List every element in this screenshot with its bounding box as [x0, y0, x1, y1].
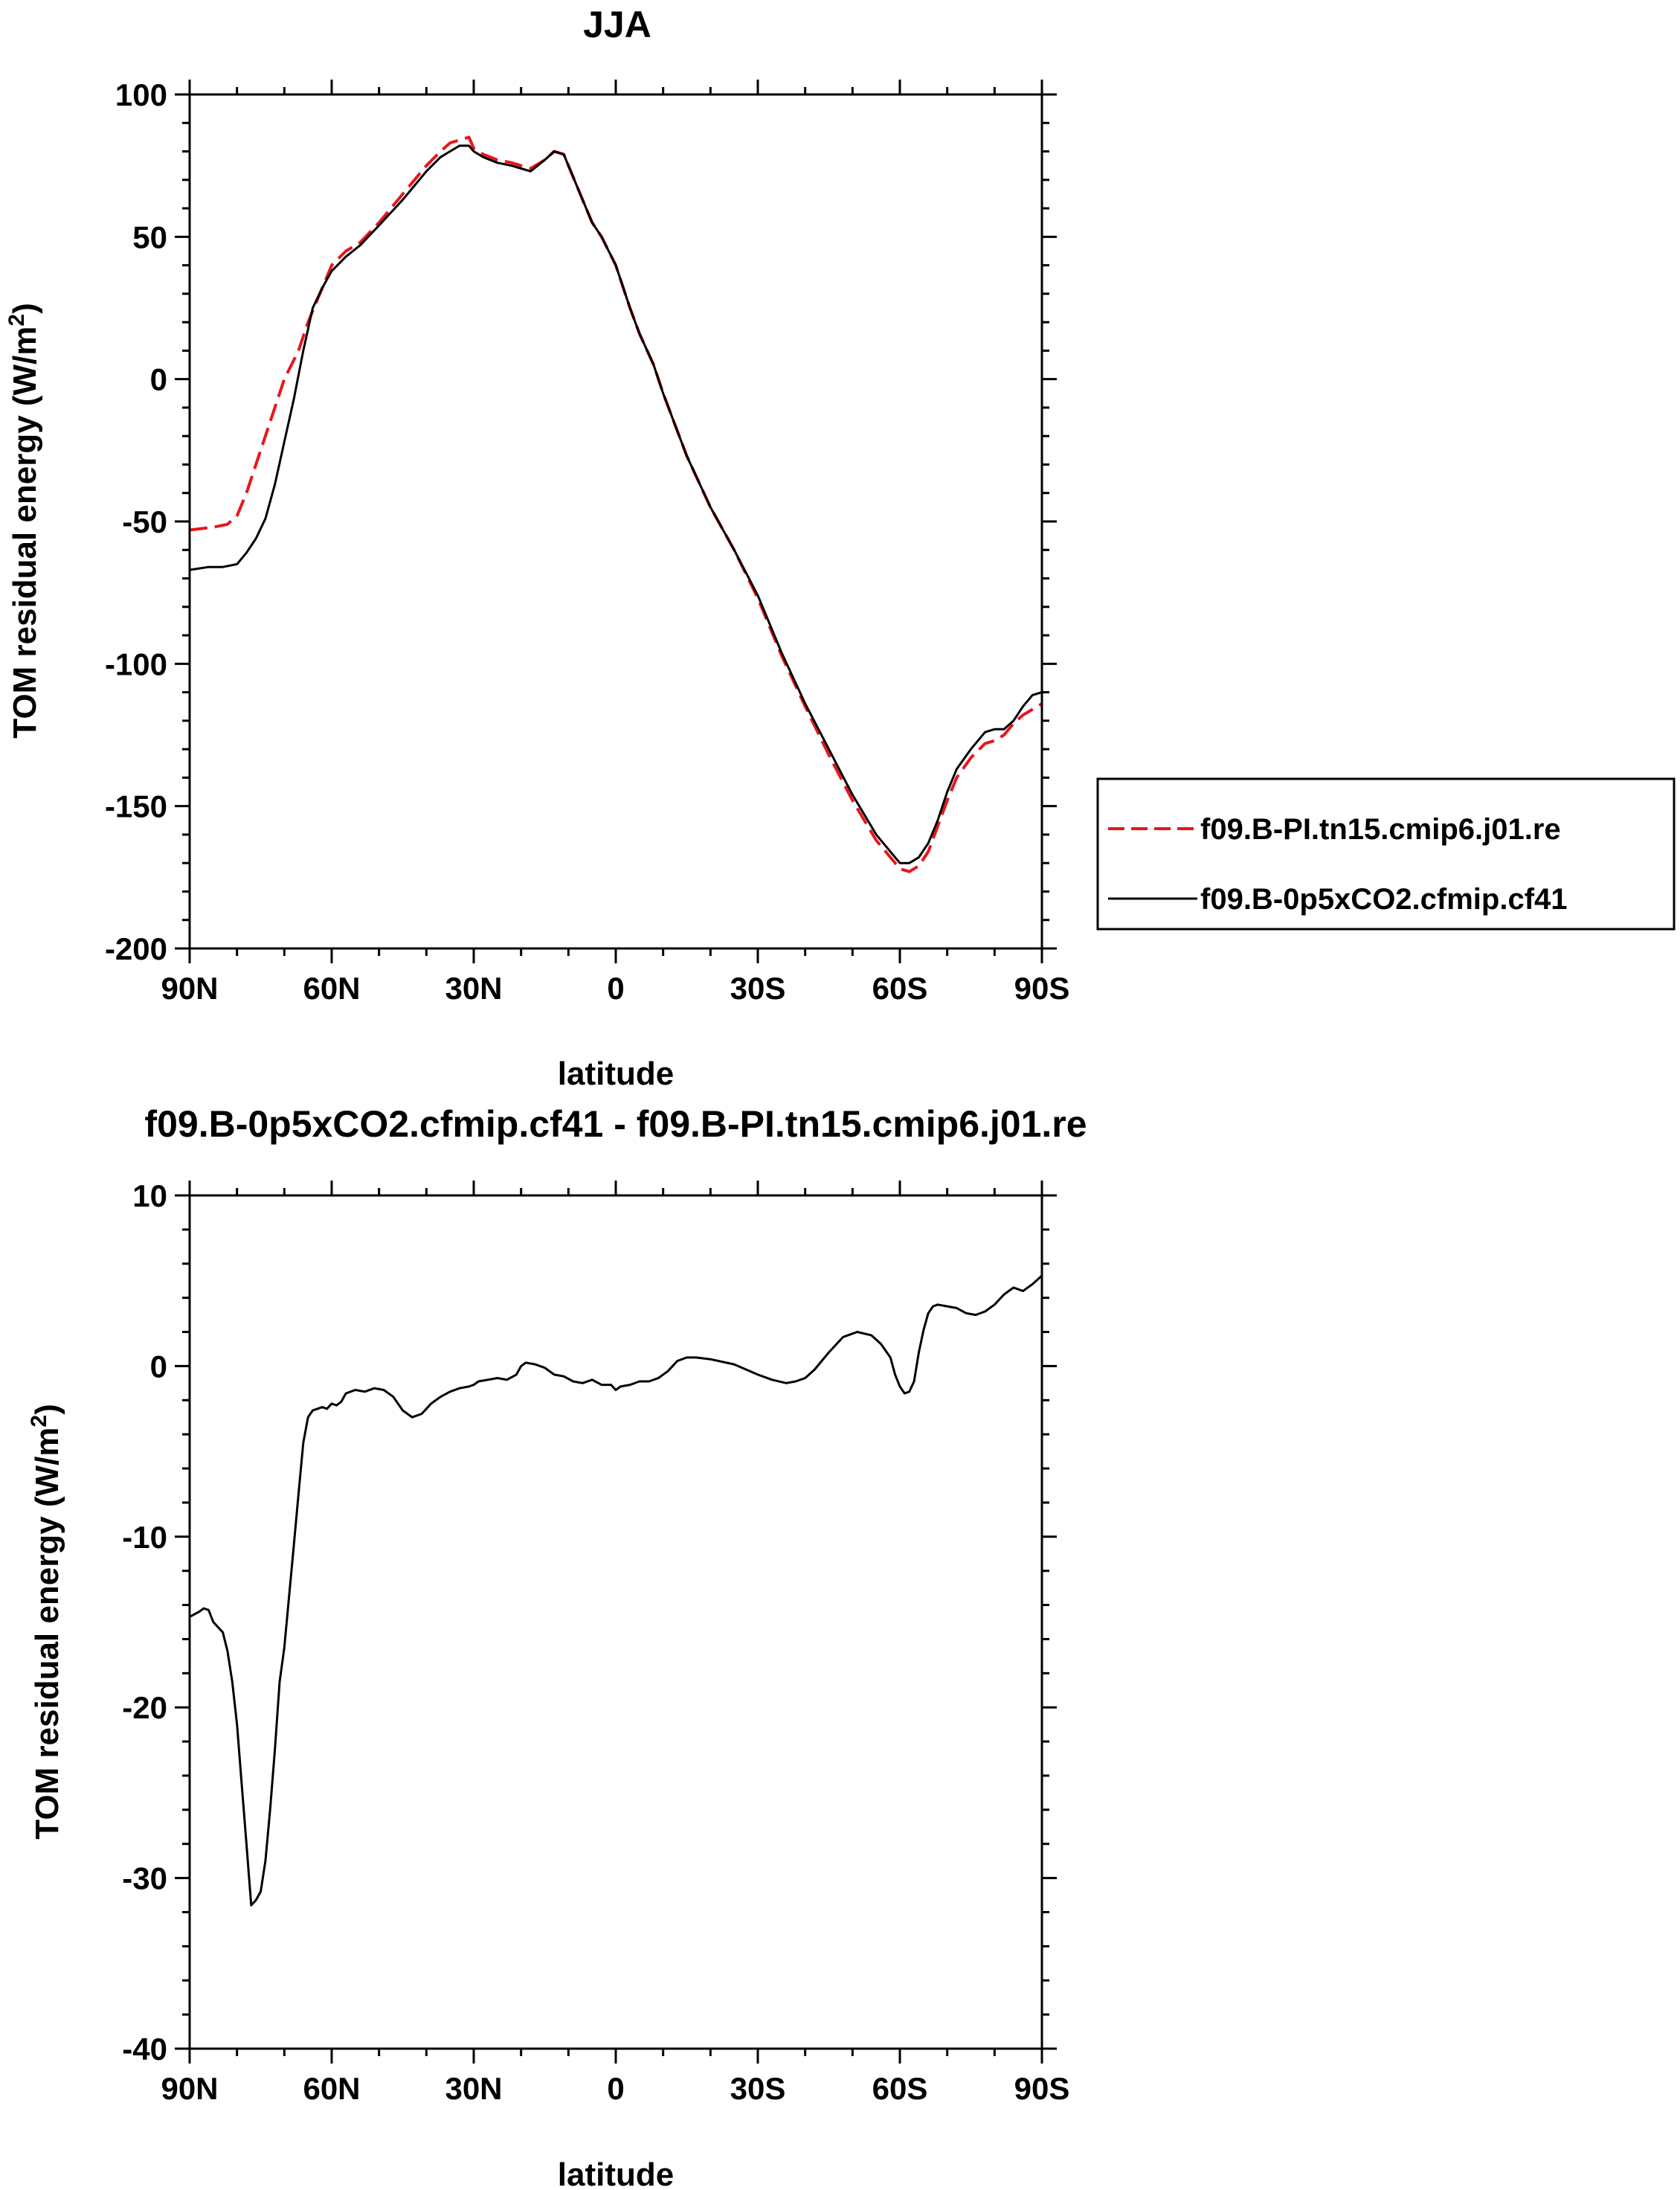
- bottom-plot-frame: [188, 1194, 1043, 2050]
- top-y-axis-label-sup: 2: [4, 314, 29, 327]
- bottom-axis-ticks: [175, 1181, 1057, 2064]
- x-tick-label: 30S: [730, 2071, 786, 2106]
- x-tick-label: 90N: [161, 2071, 218, 2106]
- y-tick-label: -10: [122, 1520, 167, 1555]
- y-tick-label: -50: [122, 504, 167, 539]
- bottom-x-tick-labels: 90N 60N 30N 0 30S 60S 90S: [161, 2071, 1069, 2106]
- bottom-chart-title: f09.B-0p5xCO2.cfmip.cf41 - f09.B-PI.tn15…: [144, 1103, 1087, 1145]
- bottom-y-axis-label-main: TOM residual energy (W/m: [29, 1428, 65, 1840]
- x-tick-label: 60S: [872, 971, 928, 1006]
- x-tick-label: 60N: [303, 971, 360, 1006]
- x-tick-label: 0: [607, 2071, 624, 2106]
- x-tick-label: 90N: [161, 971, 218, 1006]
- y-tick-label: 0: [150, 362, 167, 397]
- top-y-axis-label: TOM residual energy (W/m2): [4, 303, 44, 739]
- top-x-axis-label: latitude: [558, 1056, 674, 1092]
- x-tick-label: 0: [607, 971, 624, 1006]
- top-chart-title: JJA: [583, 4, 651, 45]
- y-tick-label: -40: [122, 2032, 167, 2067]
- legend-label-co2: f09.B-0p5xCO2.cfmip.cf41: [1200, 883, 1568, 916]
- bottom-y-axis-label-sup: 2: [27, 1415, 51, 1428]
- bottom-y-axis-label-close: ): [29, 1404, 65, 1415]
- top-plot-frame: [188, 93, 1043, 950]
- top-x-tick-labels: 90N 60N 30N 0 30S 60S 90S: [161, 971, 1069, 1006]
- series-line-black-solid: [189, 1274, 1043, 1907]
- y-tick-label: -20: [122, 1690, 167, 1725]
- x-tick-label: 60S: [872, 2071, 928, 2106]
- bottom-y-axis-label: TOM residual energy (W/m2): [27, 1404, 66, 1840]
- legend-label-pi: f09.B-PI.tn15.cmip6.j01.re: [1200, 813, 1561, 846]
- top-panel: JJA 100 50 0 -50 -100 -150 -200 90N 60N 30N 0 30S 6…: [4, 4, 1676, 1092]
- x-tick-label: 30N: [445, 2071, 502, 2106]
- top-y-axis-label-main: TOM residual energy (W/m: [7, 327, 43, 739]
- series-line-red-dashed: [189, 135, 1043, 873]
- bottom-y-tick-labels: 10 0 -10 -20 -30 -40: [122, 1178, 167, 2067]
- y-tick-label: -200: [105, 931, 167, 966]
- top-y-tick-labels: 100 50 0 -50 -100 -150 -200: [105, 77, 167, 966]
- legend-box: [1096, 777, 1676, 931]
- y-tick-label: -30: [122, 1861, 167, 1896]
- x-tick-label: 60N: [303, 2071, 360, 2106]
- top-series-group: [189, 135, 1043, 873]
- bottom-x-axis-label: latitude: [558, 2157, 674, 2190]
- y-tick-label: 0: [150, 1349, 167, 1384]
- y-tick-label: 10: [132, 1178, 167, 1213]
- series-line-black-solid: [189, 144, 1043, 864]
- y-tick-label: 100: [115, 77, 167, 112]
- x-tick-label: 30N: [445, 971, 502, 1006]
- legend: f09.B-PI.tn15.cmip6.j01.re f09.B-0p5xCO2…: [1096, 777, 1676, 931]
- y-tick-label: -150: [105, 789, 167, 824]
- y-tick-label: -100: [105, 646, 167, 681]
- x-tick-label: 90S: [1014, 971, 1070, 1006]
- x-tick-label: 90S: [1014, 2071, 1070, 2106]
- bottom-panel: f09.B-0p5xCO2.cfmip.cf41 - f09.B-PI.tn15…: [27, 1103, 1087, 2190]
- x-tick-label: 30S: [730, 971, 786, 1006]
- bottom-series-group: [189, 1274, 1043, 1907]
- top-axis-ticks: [175, 80, 1057, 963]
- y-tick-label: 50: [132, 219, 167, 254]
- top-y-axis-label-close: ): [7, 303, 43, 314]
